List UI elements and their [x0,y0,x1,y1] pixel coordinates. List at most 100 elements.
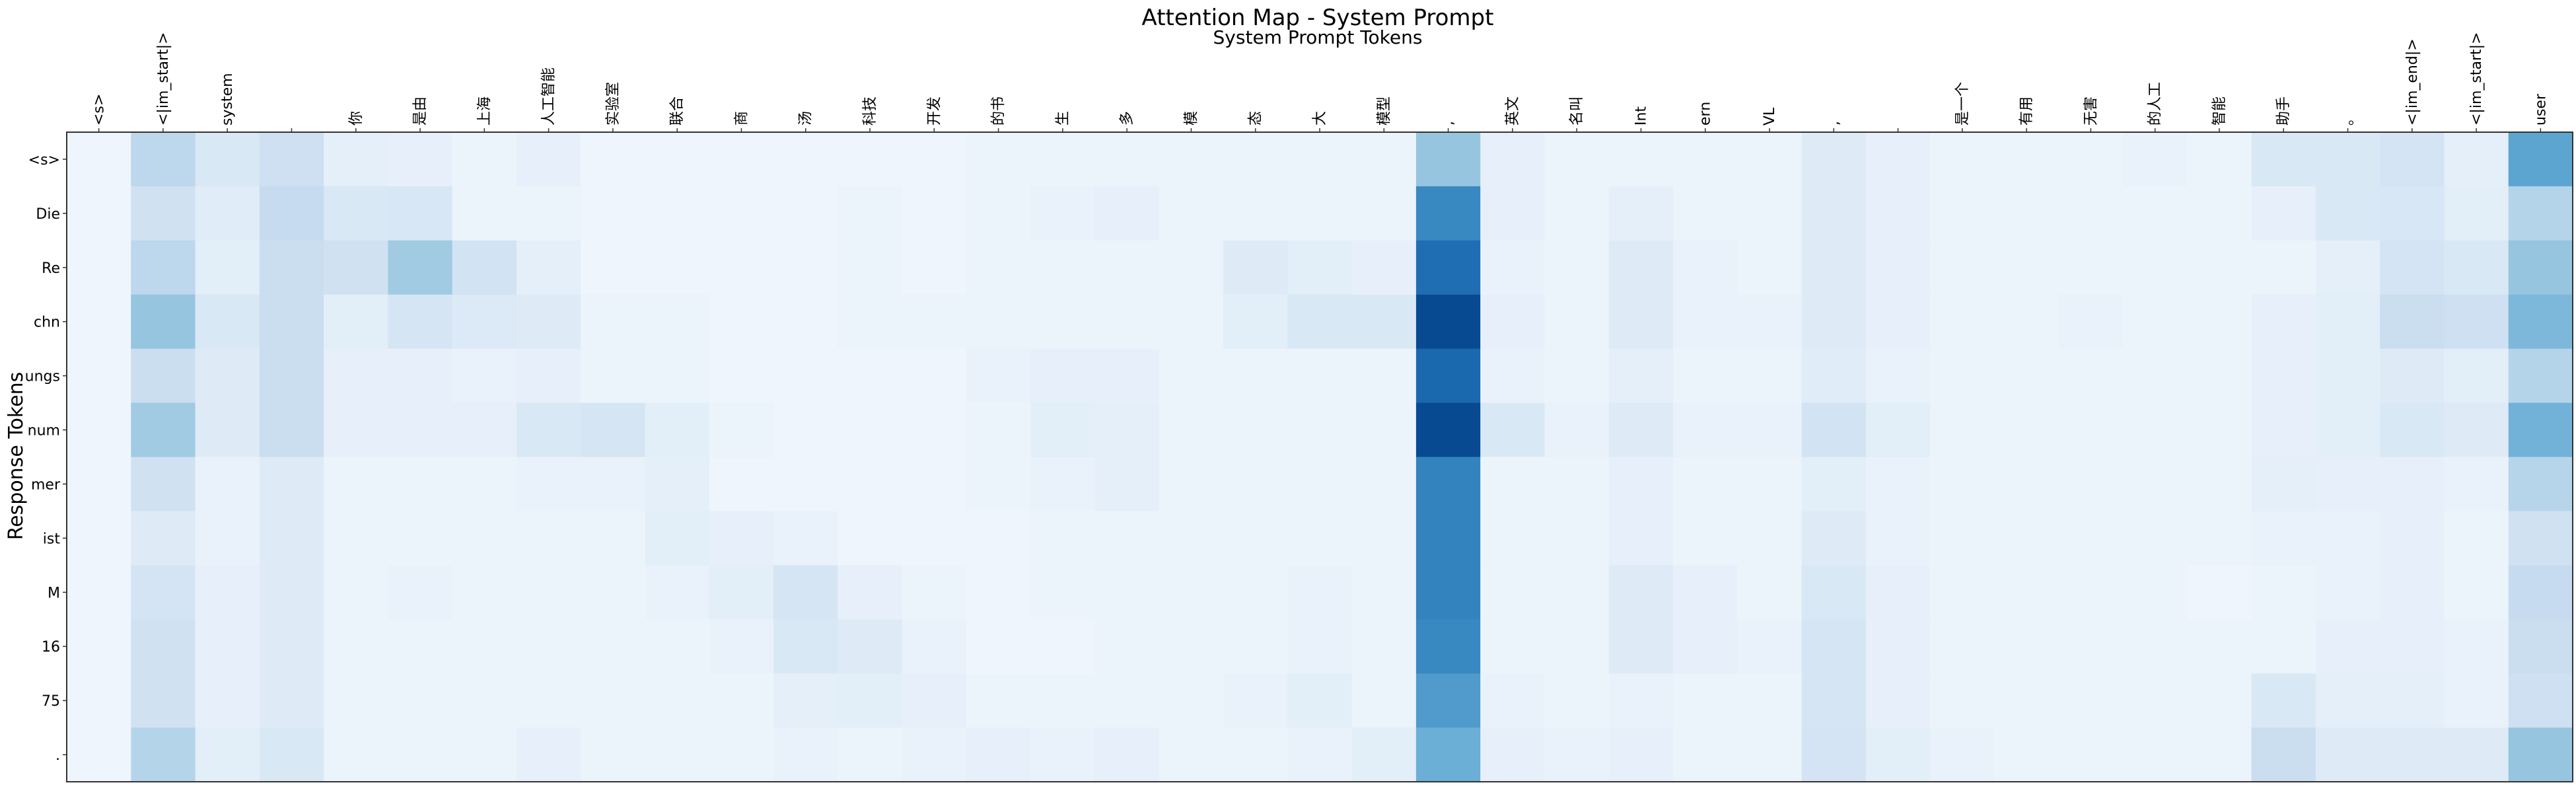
heatmap-cell [1994,402,2059,458]
heatmap-cell [1673,619,1738,674]
heatmap-cell [1801,294,1867,350]
heatmap-cell [1994,457,2059,512]
heatmap-cell [516,565,581,620]
heatmap-cell [581,511,646,566]
heatmap-cell [195,511,260,566]
heatmap-cell [838,673,903,728]
heatmap-cell [1030,294,1096,350]
heatmap-cell [2187,294,2252,350]
heatmap-cell [1287,240,1353,295]
heatmap-cell [1351,728,1417,782]
heatmap-cell [1351,402,1417,458]
heatmap-cell [709,673,774,728]
heatmap-cell [1287,457,1353,512]
x-tick-label: 。 [2340,111,2357,126]
heatmap-cell [2058,294,2124,350]
heatmap-cell [1544,348,1610,404]
x-axis-label: System Prompt Tokens [1213,26,1423,48]
x-tick-label: 科技 [862,96,878,126]
heatmap-cell [195,348,260,404]
heatmap-cell [1865,240,1931,295]
heatmap-cell [1351,619,1417,674]
heatmap-cell [838,457,903,512]
heatmap-cell [1287,132,1353,187]
heatmap-cell [2187,619,2252,674]
heatmap-cell [1287,673,1353,728]
heatmap-cell [1930,673,1995,728]
heatmap-cell [902,348,967,404]
heatmap-cell [2058,348,2124,404]
heatmap-cell [1865,402,1931,458]
heatmap-cell [131,402,196,458]
heatmap-cell [1673,565,1738,620]
heatmap-cell [1480,348,1546,404]
heatmap-cell [966,132,1031,187]
heatmap-cell [1223,132,1288,187]
heatmap-cell [1415,348,1481,404]
heatmap-cell [1480,132,1546,187]
heatmap-cell [452,511,517,566]
x-tick-label: Int [1633,106,1649,126]
heatmap-cell [67,402,131,458]
heatmap-cell [1223,457,1288,512]
heatmap-cell [2251,186,2316,241]
heatmap-cell [1030,348,1096,404]
heatmap-cell [1801,132,1867,187]
heatmap-cell [67,348,131,404]
heatmap-cell [1351,565,1417,620]
x-tick-label: 开发 [926,96,943,126]
x-tick-label: , [1826,121,1842,126]
heatmap-cell [452,132,517,187]
heatmap-cell [581,240,646,295]
heatmap-cell [1544,240,1610,295]
heatmap-cell [2315,728,2380,782]
heatmap-cell [1223,728,1288,782]
heatmap-cell [645,457,710,512]
x-tick-label: 有用 [2019,96,2035,126]
heatmap-cell [1287,186,1353,241]
x-tick-label: 模 [1183,111,1199,126]
heatmap-cell [1865,565,1931,620]
heatmap-cell [966,565,1031,620]
heatmap-cell [2444,565,2509,620]
heatmap-cell [1737,294,1803,350]
heatmap-cell [324,511,389,566]
heatmap-cell [902,186,967,241]
heatmap-cell [1930,402,1995,458]
heatmap-cell [1480,511,1546,566]
heatmap-cell [67,132,131,187]
heatmap-cell [1801,619,1867,674]
heatmap-cell [966,728,1031,782]
heatmap-cell [902,728,967,782]
heatmap-cell [1480,294,1546,350]
heatmap-cell [1415,132,1481,187]
y-tick-label: M [48,585,60,601]
heatmap-cell [645,132,710,187]
heatmap-cell [2058,132,2124,187]
heatmap-cell [2251,457,2316,512]
heatmap-cell [2444,132,2509,187]
x-tick-label: 实验室 [605,82,622,126]
heatmap-cell [1865,186,1931,241]
heatmap-cell [1094,457,1160,512]
heatmap-cell [1544,565,1610,620]
heatmap-cell [259,728,324,782]
heatmap-cell [1094,294,1160,350]
heatmap-cell [1094,132,1160,187]
heatmap-cell [2315,186,2380,241]
heatmap-cell [2251,511,2316,566]
heatmap-cell [2123,294,2188,350]
heatmap-cell [1159,565,1224,620]
heatmap-cell [452,457,517,512]
heatmap-cell [1994,186,2059,241]
heatmap-cell [2315,457,2380,512]
heatmap-cell [709,186,774,241]
heatmap-cell [2187,728,2252,782]
heatmap-cell [388,728,453,782]
heatmap-cell [516,673,581,728]
heatmap-cell [516,132,581,187]
heatmap-cell [1030,673,1096,728]
heatmap-cell [2315,132,2380,187]
heatmap-cell [2508,673,2573,728]
heatmap-cell [1094,348,1160,404]
